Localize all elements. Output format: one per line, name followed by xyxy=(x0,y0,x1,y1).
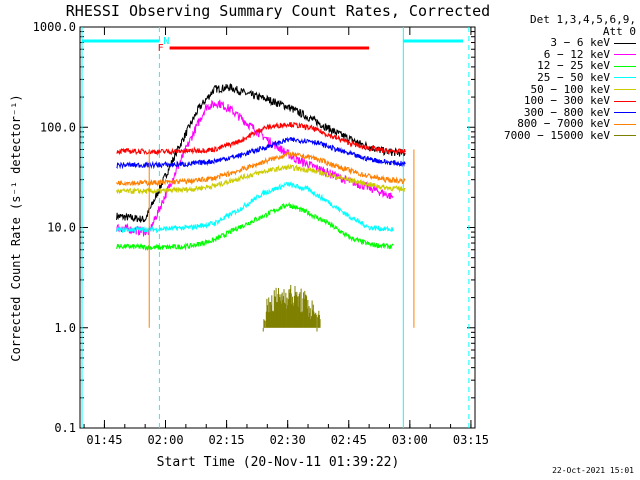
series-line xyxy=(116,83,406,223)
legend-item: 12 − 25 keV xyxy=(476,60,636,72)
y-tick-label: 0.1 xyxy=(54,421,76,435)
legend-item: 25 − 50 keV xyxy=(476,72,636,84)
series-6 xyxy=(116,136,406,170)
legend-swatch xyxy=(614,54,636,56)
series-line xyxy=(116,201,394,251)
legend-swatch xyxy=(614,135,636,137)
y-axis-label: Corrected Count Rate (s⁻¹ detector⁻¹) xyxy=(9,94,23,361)
series-line xyxy=(116,121,406,156)
x-tick-label: 02:15 xyxy=(209,433,245,447)
legend-item-label: 12 − 25 keV xyxy=(537,59,610,73)
legend-swatch xyxy=(614,89,636,91)
legend-item: 6 − 12 keV xyxy=(476,47,636,61)
series-5 xyxy=(116,121,406,156)
x-tick-label: 03:00 xyxy=(392,433,428,447)
series-line xyxy=(116,136,406,170)
legend: Det 1,3,4,5,6,9, Att 0 3 − 6 keV 6 − 12 k… xyxy=(476,14,636,142)
legend-header-line-2: Att 0 xyxy=(602,24,636,38)
legend-item: 3 − 6 keV xyxy=(476,37,636,49)
flare-label: F xyxy=(158,43,164,54)
x-tick-label: 02:45 xyxy=(331,433,367,447)
x-axis-label: Start Time (20-Nov-11 01:39:22) xyxy=(157,455,400,470)
legend-item-label: 3 − 6 keV xyxy=(550,36,610,50)
legend-swatch xyxy=(614,100,636,102)
series-8 xyxy=(262,284,321,332)
series-0 xyxy=(116,83,406,223)
y-tick-label: 1.0 xyxy=(54,321,76,335)
legend-header-line-1: Det 1,3,4,5,6,9, xyxy=(530,13,636,26)
series-line xyxy=(116,150,406,187)
plot-area: 0.1 1.0 10.0 100.0 1000.0 01:45 02:00 02:15 02:3… xyxy=(33,20,489,447)
legend-item-label: 300 − 800 keV xyxy=(523,105,610,119)
legend-item-label: 6 − 12 keV xyxy=(543,47,610,61)
legend-swatch xyxy=(614,65,636,67)
night-label: N xyxy=(163,36,169,47)
legend-swatch xyxy=(614,42,636,44)
legend-item: 100 − 300 keV xyxy=(476,95,636,107)
y-tick-label: 10.0 xyxy=(47,221,76,235)
legend-item: 7000 − 15000 keV xyxy=(476,130,636,142)
x-tick-label: 02:30 xyxy=(270,433,306,447)
legend-swatch xyxy=(614,77,636,79)
y-tick-label: 100.0 xyxy=(40,120,76,134)
legend-item: 300 − 800 keV xyxy=(476,105,636,119)
legend-item: 800 − 7000 keV xyxy=(476,118,636,130)
chart-title: RHESSI Observing Summary Count Rates, Co… xyxy=(66,2,490,20)
legend-item-label: 7000 − 15000 keV xyxy=(504,128,610,142)
series-3 xyxy=(116,180,394,234)
legend-rows: 3 − 6 keV 6 − 12 keV 12 − 25 keV 25 − 50 ke… xyxy=(476,37,636,141)
legend-swatch xyxy=(614,123,636,125)
legend-swatch xyxy=(614,112,636,114)
legend-item-label: 25 − 50 keV xyxy=(537,70,610,84)
series-line xyxy=(116,163,406,195)
series-7 xyxy=(116,150,406,187)
series-4 xyxy=(116,163,406,195)
x-tick-label: 02:00 xyxy=(147,433,183,447)
x-tick-label: 03:15 xyxy=(453,433,489,447)
generation-timestamp: 22-Oct-2021 15:01 xyxy=(552,466,634,475)
legend-item-label: 800 − 7000 keV xyxy=(517,117,610,131)
series-line xyxy=(116,180,394,234)
y-tick-label: 1000.0 xyxy=(33,20,76,34)
legend-item-label: 100 − 300 keV xyxy=(523,94,610,108)
legend-item: 50 − 100 keV xyxy=(476,82,636,96)
x-tick-label: 01:45 xyxy=(86,433,122,447)
legend-item-label: 50 − 100 keV xyxy=(530,82,610,96)
series-2 xyxy=(116,201,394,251)
